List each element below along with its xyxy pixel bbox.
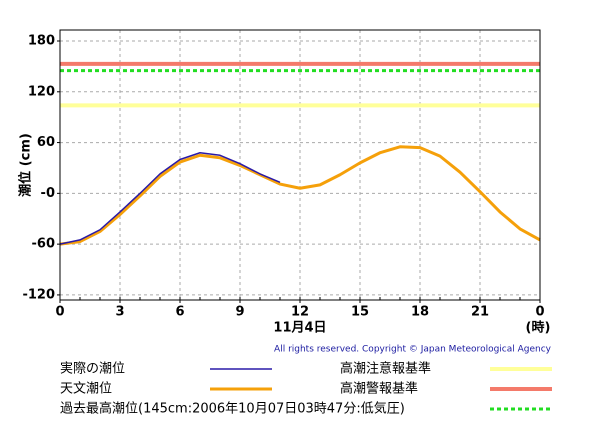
y-tick-label: 60 <box>37 135 55 150</box>
x-tick-label: 0 <box>55 305 64 320</box>
x-axis-label: 11月4日 <box>273 321 326 336</box>
credit: All rights reserved. Copyright © Japan M… <box>274 345 552 355</box>
x-tick-label: 15 <box>351 305 369 320</box>
series-line <box>59 145 541 246</box>
x-tick-label: 0 <box>535 305 544 320</box>
legend-label: 高潮注意報基準 <box>340 361 431 377</box>
legend-label: 過去最高潮位(145cm:2006年10月07日03時47分:低気圧) <box>60 401 405 417</box>
legend-label: 天文潮位 <box>60 382 112 397</box>
y-tick-label: 120 <box>28 84 55 99</box>
plot-frame <box>59 29 541 301</box>
x-tick-label: 12 <box>291 305 309 320</box>
y-tick-label: -60 <box>32 237 56 252</box>
legend-label: 高潮警報基準 <box>340 381 418 397</box>
y-tick-label: -120 <box>22 287 55 302</box>
y-tick-label: -0 <box>41 186 55 201</box>
y-axis-label: 潮位 (cm) <box>18 133 34 197</box>
x-tick-label: 9 <box>235 305 244 320</box>
x-unit: (時) <box>526 320 551 336</box>
series-line <box>59 151 281 245</box>
x-tick-label: 18 <box>411 305 429 320</box>
x-tick-label: 21 <box>471 305 489 320</box>
x-tick-label: 6 <box>175 305 184 320</box>
x-tick-label: 3 <box>115 305 124 320</box>
y-tick-label: 180 <box>28 34 55 49</box>
legend-label: 実際の潮位 <box>60 361 125 377</box>
